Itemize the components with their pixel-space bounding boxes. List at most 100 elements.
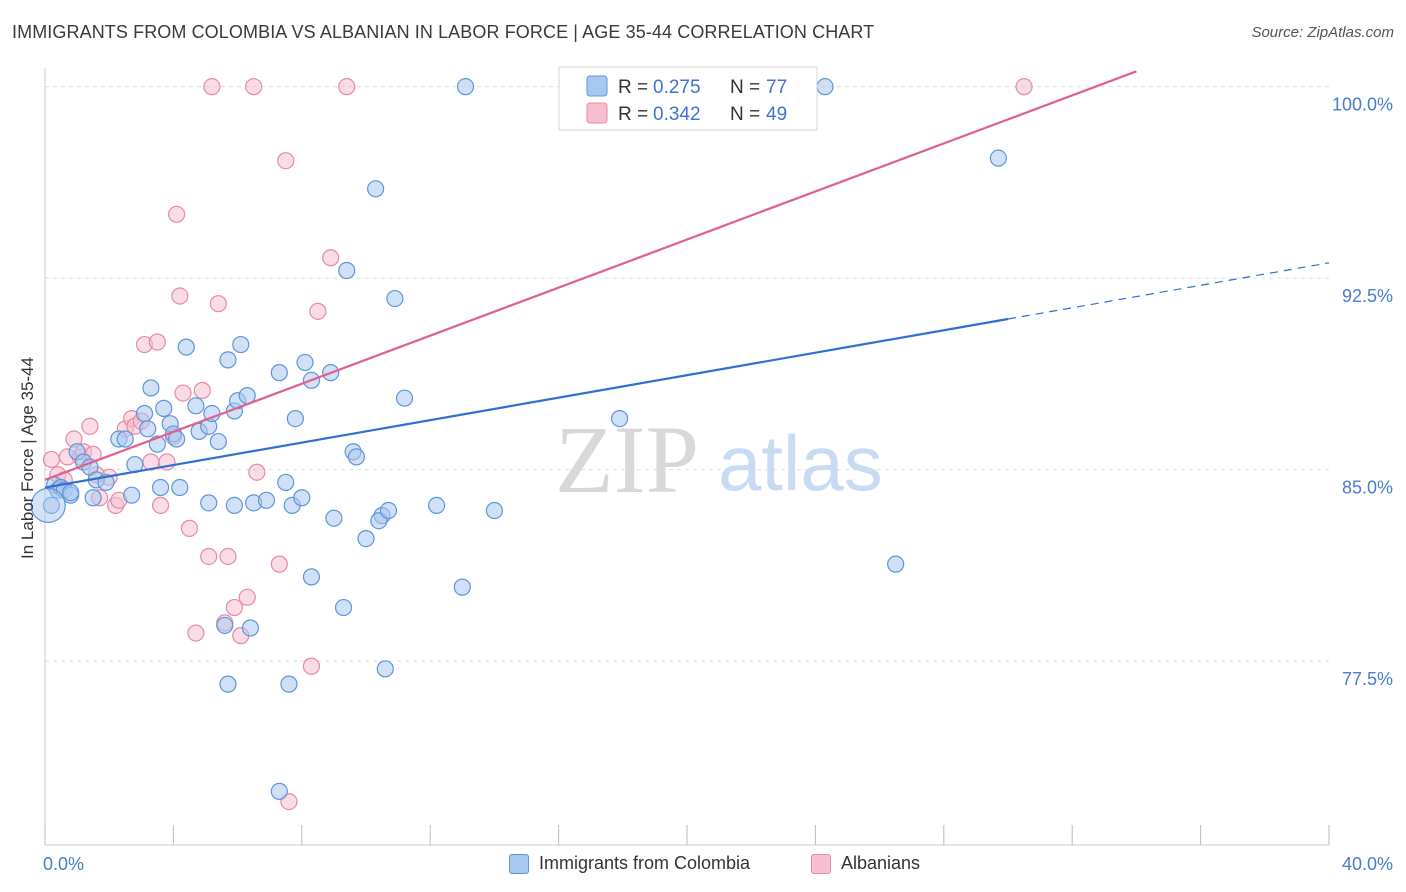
data-point — [193, 381, 211, 400]
x-ticks — [44, 825, 1330, 845]
data-point — [302, 657, 321, 675]
data-point — [309, 302, 327, 320]
data-point — [81, 417, 99, 435]
legend-swatch-blue — [586, 75, 608, 97]
watermark: ZIP atlas — [555, 406, 883, 513]
y-tick-label: 77.5% — [1342, 669, 1393, 689]
bottom-legend-item-colombia: Immigrants from Colombia — [509, 853, 750, 874]
data-point — [209, 295, 227, 313]
data-point — [174, 384, 192, 402]
data-point — [270, 782, 288, 800]
data-point — [219, 547, 237, 566]
data-point — [225, 598, 243, 617]
data-point — [610, 409, 629, 428]
bottom-legend: Immigrants from Colombia Albanians — [0, 850, 1406, 880]
data-point — [485, 501, 503, 520]
data-point — [357, 529, 375, 548]
data-point — [187, 397, 205, 415]
data-point — [139, 420, 157, 438]
series-immigrants-from-colombia — [30, 78, 1007, 800]
data-point — [277, 473, 295, 492]
x-tick-labels: 0.0% 40.0% — [43, 854, 1393, 874]
data-point — [203, 78, 221, 96]
data-point — [151, 478, 170, 497]
data-point — [379, 501, 398, 520]
y-tick-labels: 77.5% 85.0% 92.5% 100.0% — [1332, 95, 1393, 689]
data-point — [989, 149, 1007, 167]
y-axis-label: In Labor Force | Age 35-44 — [18, 357, 37, 559]
data-point — [151, 496, 170, 515]
legend-n-value: 77 — [766, 77, 787, 98]
data-point — [302, 568, 321, 586]
bottom-legend-item-albanians: Albanians — [811, 853, 920, 874]
bottom-legend-label: Albanians — [841, 853, 921, 873]
y-tick-label: 92.5% — [1342, 286, 1393, 306]
data-point — [338, 78, 356, 96]
data-point — [322, 249, 340, 267]
bottom-legend-label: Immigrants from Colombia — [539, 853, 751, 873]
data-point — [296, 353, 314, 372]
data-point — [177, 338, 195, 356]
data-point — [187, 624, 205, 642]
data-point — [219, 675, 237, 693]
bottom-legend-swatch-blue — [509, 853, 529, 874]
data-point — [270, 364, 288, 382]
data-point — [209, 432, 227, 451]
data-point — [171, 478, 189, 497]
data-point — [168, 205, 186, 223]
data-point — [216, 616, 234, 635]
data-point — [219, 351, 237, 369]
data-point — [116, 430, 134, 448]
data-point — [386, 289, 404, 308]
data-point — [123, 486, 141, 504]
watermark-atlas: atlas — [718, 419, 883, 507]
bottom-legend-swatch-pink — [811, 853, 831, 874]
data-point — [200, 547, 218, 566]
chart-title: IMMIGRANTS FROM COLOMBIA VS ALBANIAN IN … — [12, 22, 875, 42]
data-point — [225, 496, 243, 515]
legend-r-value: 0.275 — [653, 77, 701, 98]
data-point — [277, 152, 295, 170]
legend-n-label: N = — [730, 104, 760, 125]
x-tick-label: 0.0% — [43, 854, 84, 874]
data-point — [148, 333, 166, 351]
data-point-large — [30, 487, 66, 524]
data-point — [1015, 78, 1033, 96]
data-point — [887, 555, 905, 573]
data-point — [42, 450, 61, 469]
data-point — [62, 484, 80, 502]
legend-swatch-pink — [586, 102, 608, 124]
series-albanians — [42, 78, 1033, 811]
data-point — [395, 389, 414, 407]
data-point — [453, 578, 471, 596]
data-point — [325, 509, 343, 527]
data-point — [270, 555, 288, 573]
grid-lines — [45, 86, 1329, 662]
trend-line-colombia — [44, 317, 1009, 489]
y-tick-label: 100.0% — [1332, 95, 1393, 115]
data-point — [155, 399, 173, 417]
y-tick-label: 85.0% — [1342, 478, 1393, 498]
trend-line-colombia-extension — [1007, 262, 1330, 320]
data-point — [293, 489, 311, 507]
data-point — [334, 598, 353, 617]
data-point — [238, 588, 256, 606]
legend-r-label: R = — [618, 104, 648, 125]
data-point — [84, 489, 102, 507]
legend-r-value: 0.342 — [653, 104, 701, 125]
data-point — [816, 78, 834, 96]
data-point — [456, 78, 475, 96]
data-point — [142, 379, 160, 397]
data-point — [367, 180, 385, 198]
legend-n-label: N = — [730, 77, 760, 98]
trend-lines — [44, 70, 1330, 489]
data-point — [257, 491, 276, 509]
data-point — [347, 448, 365, 466]
data-point — [338, 261, 356, 280]
legend-box: R = 0.275 N = 77 R = 0.342 N = 49 — [558, 66, 818, 131]
legend-r-label: R = — [618, 77, 648, 98]
data-point — [200, 494, 218, 512]
data-point — [245, 78, 263, 96]
data-point — [135, 404, 154, 423]
